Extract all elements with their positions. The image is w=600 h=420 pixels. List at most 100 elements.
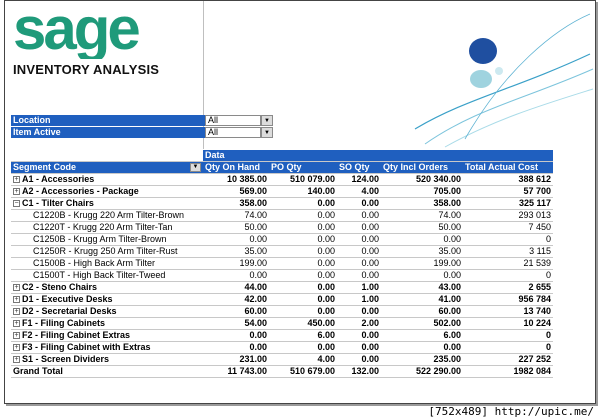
grand-total-value: 522 290.00	[381, 365, 463, 378]
filter-dropdown-icon[interactable]: ▼	[190, 163, 201, 172]
column-header: PO Qty	[269, 161, 337, 174]
page-title: INVENTORY ANALYSIS	[13, 62, 160, 77]
segment-code-label: C1220T - Krugg 220 Arm Tilter-Tan	[33, 222, 173, 232]
data-label: Data	[203, 150, 553, 162]
value-cell: 0.00	[337, 197, 381, 210]
item-row[interactable]: C1250B - Krugg Arm Tilter-Brown 0.00 0.00 0…	[11, 233, 553, 246]
dropdown-arrow-icon[interactable]: ▼	[261, 127, 273, 138]
data-header-row: Data	[11, 150, 553, 162]
segment-code-label: C1220B - Krugg 220 Arm Tilter-Brown	[33, 210, 185, 220]
segment-code-label: C1250B - Krugg Arm Tilter-Brown	[33, 234, 167, 244]
segment-code-label: F3 - Filing Cabinet with Extras	[22, 342, 151, 352]
value-cell: 325 117	[463, 197, 553, 210]
segment-code-cell: C1220T - Krugg 220 Arm Tilter-Tan	[11, 221, 203, 234]
value-cell: 569.00	[203, 185, 269, 198]
group-row[interactable]: + F3 - Filing Cabinet with Extras 0.00 0.00…	[11, 341, 553, 354]
value-cell: 42.00	[203, 293, 269, 306]
value-cell: 1.00	[337, 293, 381, 306]
value-cell: 0.00	[203, 269, 269, 282]
group-row[interactable]: + F1 - Filing Cabinets 54.00 450.00 2.00 502.…	[11, 317, 553, 330]
value-cell: 0.00	[337, 353, 381, 366]
value-cell: 358.00	[203, 197, 269, 210]
logo-text: sage	[13, 3, 139, 59]
segment-code-cell: + A1 - Accessories	[11, 173, 203, 186]
value-cell: 0.00	[269, 341, 337, 354]
group-row[interactable]: + D1 - Executive Desks 42.00 0.00 1.00 41.00 9…	[11, 293, 553, 306]
expand-icon[interactable]: +	[13, 320, 20, 328]
value-cell: 0.00	[337, 305, 381, 318]
value-cell: 235.00	[381, 353, 463, 366]
item-row[interactable]: C1500B - High Back Arm Tilter 199.00 0.00 0…	[11, 257, 553, 270]
item-row[interactable]: C1220B - Krugg 220 Arm Tilter-Brown 74.00…	[11, 209, 553, 222]
value-cell: 1.00	[337, 281, 381, 294]
value-cell: 35.00	[381, 245, 463, 258]
grand-total-value: 11 743.00	[203, 365, 269, 378]
value-cell: 231.00	[203, 353, 269, 366]
value-cell: 10 224	[463, 317, 553, 330]
value-cell: 0.00	[203, 329, 269, 342]
value-cell: 0.00	[269, 221, 337, 234]
value-cell: 2 655	[463, 281, 553, 294]
filter-item-active: Item Active All ▼	[11, 127, 273, 138]
value-cell: 0.00	[337, 269, 381, 282]
value-cell: 21 539	[463, 257, 553, 270]
value-cell: 0.00	[337, 245, 381, 258]
segment-code-label: C1 - Tilter Chairs	[22, 198, 94, 208]
expand-icon[interactable]: +	[13, 356, 20, 364]
segment-code-cell: C1220B - Krugg 220 Arm Tilter-Brown	[11, 209, 203, 222]
value-cell: 0.00	[337, 221, 381, 234]
item-row[interactable]: C1220T - Krugg 220 Arm Tilter-Tan 50.00 0.…	[11, 221, 553, 234]
expand-icon[interactable]: +	[13, 344, 20, 352]
value-cell: 74.00	[381, 209, 463, 222]
filter-label: Location	[11, 115, 205, 126]
value-cell: 10 385.00	[203, 173, 269, 186]
grand-total-value: 510 679.00	[269, 365, 337, 378]
item-row[interactable]: C1250R - Krugg 250 Arm Tilter-Rust 35.00 0…	[11, 245, 553, 258]
location-select[interactable]: All	[205, 115, 261, 126]
value-cell: 57 700	[463, 185, 553, 198]
value-cell: 956 784	[463, 293, 553, 306]
sage-logo: sage	[13, 3, 142, 59]
image-size-watermark: [752x489] http://upic.me/	[428, 405, 594, 418]
collapse-icon[interactable]: −	[13, 200, 20, 208]
value-cell: 0	[463, 329, 553, 342]
value-cell: 0.00	[269, 245, 337, 258]
group-row[interactable]: + C2 - Steno Chairs 44.00 0.00 1.00 43.00 2 65…	[11, 281, 553, 294]
expand-icon[interactable]: +	[13, 284, 20, 292]
column-header: Segment Code ▼	[11, 161, 203, 174]
value-cell: 0	[463, 233, 553, 246]
column-header: SO Qty	[337, 161, 381, 174]
value-cell: 4.00	[269, 353, 337, 366]
value-cell: 4.00	[337, 185, 381, 198]
value-cell: 2.00	[337, 317, 381, 330]
group-row[interactable]: − C1 - Tilter Chairs 358.00 0.00 0.00 358.00 3…	[11, 197, 553, 210]
expand-icon[interactable]: +	[13, 308, 20, 316]
value-cell: 7 450	[463, 221, 553, 234]
item-row[interactable]: C1500T - High Back Tilter-Tweed 0.00 0.00 0…	[11, 269, 553, 282]
segment-code-cell: + D2 - Secretarial Desks	[11, 305, 203, 318]
value-cell: 6.00	[269, 329, 337, 342]
value-cell: 50.00	[203, 221, 269, 234]
expand-icon[interactable]: +	[13, 296, 20, 304]
decorative-swoosh-graphic	[414, 13, 594, 148]
value-cell: 705.00	[381, 185, 463, 198]
value-cell: 0.00	[381, 233, 463, 246]
value-cell: 0.00	[269, 197, 337, 210]
divider	[203, 1, 204, 149]
segment-code-cell: + F2 - Filing Cabinet Extras	[11, 329, 203, 342]
value-cell: 0.00	[337, 329, 381, 342]
expand-icon[interactable]: +	[13, 176, 20, 184]
group-row[interactable]: + A1 - Accessories 10 385.00 510 079.00 124.…	[11, 173, 553, 186]
group-row[interactable]: + S1 - Screen Dividers 231.00 4.00 0.00 235.0…	[11, 353, 553, 366]
value-cell: 0.00	[269, 209, 337, 222]
item-active-select[interactable]: All	[205, 127, 261, 138]
segment-code-cell: C1250B - Krugg Arm Tilter-Brown	[11, 233, 203, 246]
dropdown-arrow-icon[interactable]: ▼	[261, 115, 273, 126]
expand-icon[interactable]: +	[13, 332, 20, 340]
expand-icon[interactable]: +	[13, 188, 20, 196]
group-row[interactable]: + F2 - Filing Cabinet Extras 0.00 6.00 0.00 6…	[11, 329, 553, 342]
value-cell: 124.00	[337, 173, 381, 186]
value-cell: 60.00	[381, 305, 463, 318]
group-row[interactable]: + D2 - Secretarial Desks 60.00 0.00 0.00 60.0…	[11, 305, 553, 318]
group-row[interactable]: + A2 - Accessories - Package 569.00 140.00 4…	[11, 185, 553, 198]
